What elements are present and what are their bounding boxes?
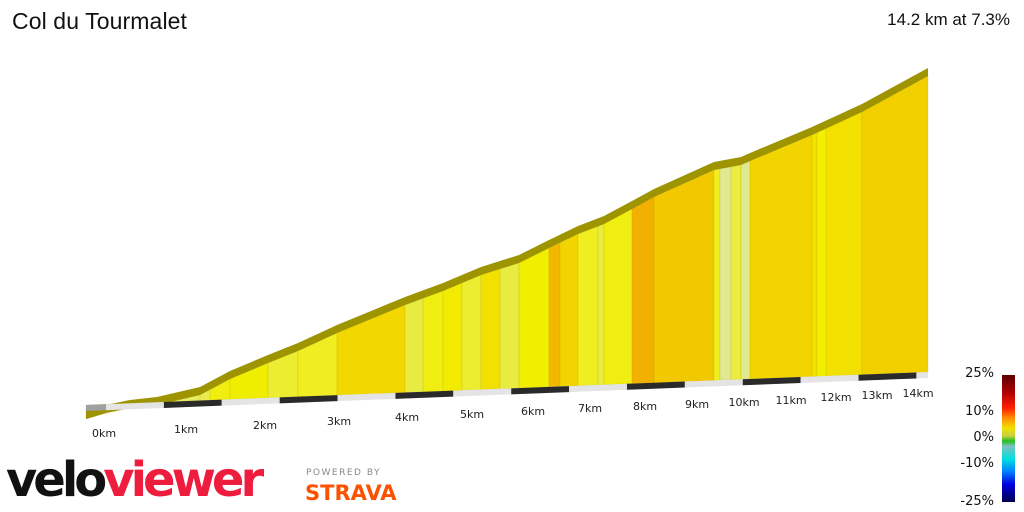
km-tick-label: 7km xyxy=(578,402,602,415)
gradient-segment xyxy=(713,168,721,381)
km-tick-label: 4km xyxy=(395,411,419,424)
gradient-segment xyxy=(422,290,444,393)
distance-ground-bar xyxy=(86,372,928,411)
gradient-segment xyxy=(461,274,482,391)
legend-label-minus10: -10% xyxy=(960,456,994,471)
km-ground-segment xyxy=(858,372,917,381)
km-ground-segment xyxy=(916,372,928,379)
legend-label-0: 0% xyxy=(973,430,994,445)
gradient-segments xyxy=(85,75,929,420)
km-tick-label: 11km xyxy=(775,394,806,407)
gradient-segment xyxy=(749,134,813,380)
gradient-segment xyxy=(825,111,863,377)
gradient-color-scale xyxy=(1002,375,1015,502)
km-tick-label: 0km xyxy=(92,427,116,440)
gradient-segment xyxy=(548,242,561,388)
gradient-segment xyxy=(603,208,633,386)
km-tick-label: 5km xyxy=(460,408,484,421)
km-ground-segment xyxy=(626,381,685,390)
gradient-segment xyxy=(577,225,599,387)
km-ground-segment xyxy=(279,395,338,404)
km-ground-segment xyxy=(684,379,743,388)
km-tick-label: 13km xyxy=(861,389,892,402)
km-tick-label: 2km xyxy=(253,419,277,432)
gradient-segment xyxy=(559,233,579,387)
page-title: Col du Tourmalet xyxy=(12,8,188,34)
distance-axis-labels: 0km 1km 2km 3km 4km 5km 6km 7km 8km 9km 10km 11km 12… xyxy=(92,387,934,440)
legend-label-minus25: -25% xyxy=(960,494,994,509)
km-ground-segment xyxy=(106,401,164,411)
gradient-segment xyxy=(730,164,742,381)
km-tick-label: 3km xyxy=(327,415,351,428)
km-tick-label: 10km xyxy=(728,396,759,409)
logo-viewer: viewer xyxy=(103,452,264,508)
km-ground-segment xyxy=(163,399,222,408)
km-tick-label: 8km xyxy=(633,400,657,413)
km-ground-segment xyxy=(511,386,570,395)
strava-logo: STRAVA xyxy=(305,481,397,505)
logo-velo: velo xyxy=(6,452,107,508)
km-ground-segment xyxy=(453,388,512,397)
gradient-segment xyxy=(597,223,605,386)
climb-summary: 14.2 km at 7.3% xyxy=(887,10,1010,29)
km-ground-segment xyxy=(337,392,396,402)
powered-by-label: POWERED BY xyxy=(306,468,382,478)
gradient-segment xyxy=(518,247,550,389)
gradient-segment xyxy=(631,196,655,384)
gradient-segment xyxy=(480,268,501,390)
km-ground-segment xyxy=(395,390,454,399)
km-ground-segment xyxy=(221,397,280,406)
gradient-segment xyxy=(811,132,818,377)
legend-label-10: 10% xyxy=(965,404,994,419)
gradient-segment xyxy=(861,75,929,375)
gradient-segment xyxy=(442,282,463,392)
km-ground-segment xyxy=(569,383,627,393)
km-tick-label: 6km xyxy=(521,405,545,418)
gradient-segment xyxy=(653,169,715,384)
legend-label-25: 25% xyxy=(965,366,994,381)
km-ground-segment xyxy=(742,376,801,386)
veloviewer-logo: veloviewer xyxy=(6,452,264,508)
km-tick-label: 12km xyxy=(820,391,851,404)
km-ground-segment xyxy=(800,374,859,383)
gradient-segment xyxy=(719,166,732,381)
km-tick-label: 1km xyxy=(174,423,198,436)
gradient-segment xyxy=(499,262,520,390)
gradient-segment xyxy=(740,160,751,380)
km-tick-label: 9km xyxy=(685,398,709,411)
gradient-segment xyxy=(816,128,827,377)
gradient-segment xyxy=(404,297,424,393)
km-tick-label: 14km xyxy=(902,387,933,400)
